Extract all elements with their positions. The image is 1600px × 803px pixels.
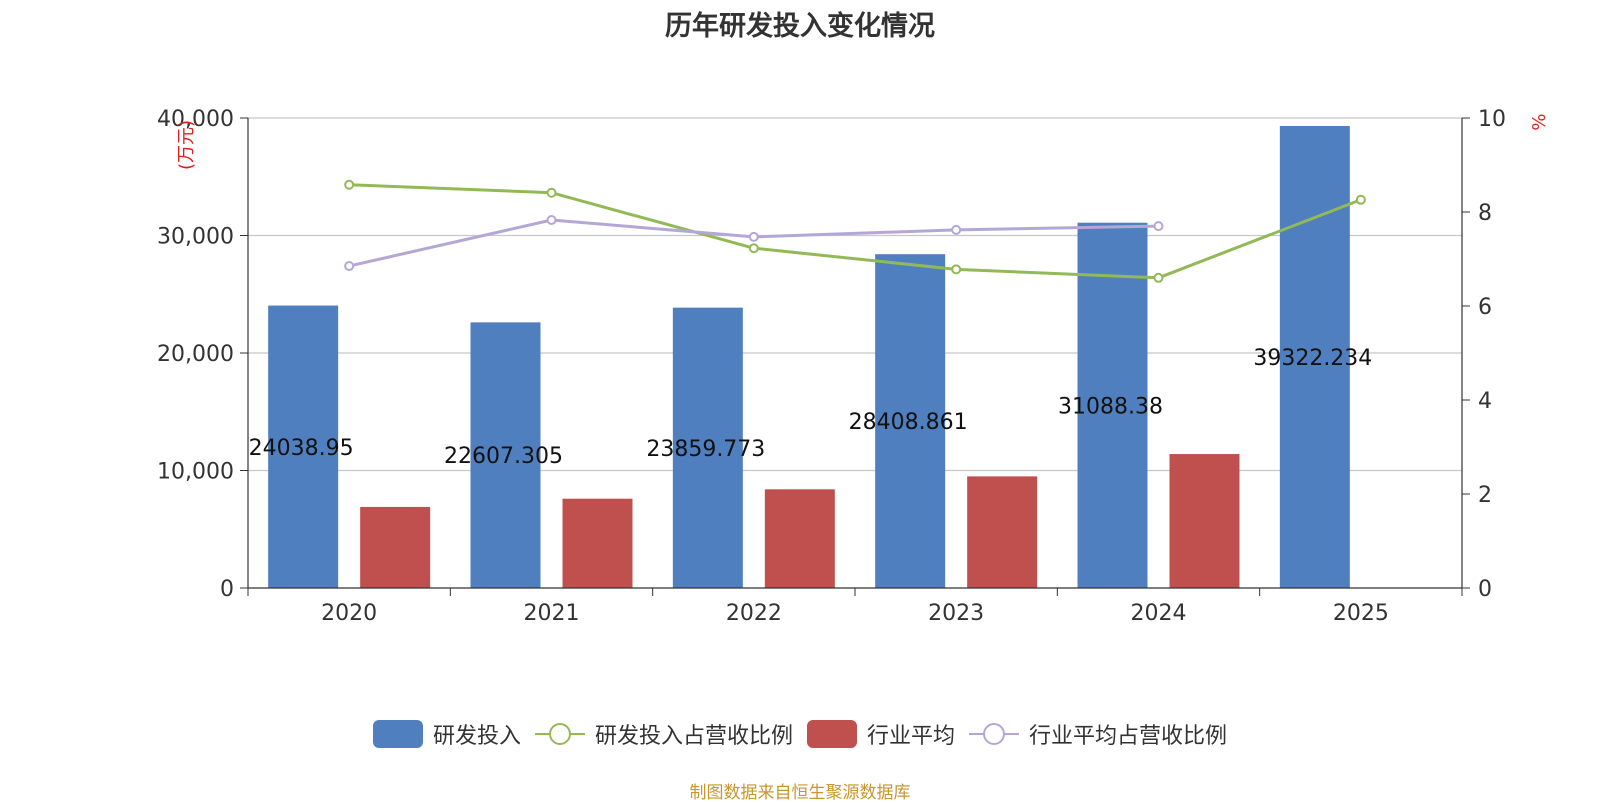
legend: 研发投入 研发投入占营收比例 行业平均 行业平均占营收比例	[0, 718, 1600, 750]
legend-item-rd-ratio[interactable]: 研发投入占营收比例	[534, 718, 793, 750]
series-lines	[344, 179, 1366, 283]
point-rd-ratio	[748, 243, 759, 254]
point-rd-ratio	[1153, 272, 1164, 283]
bar-value-label: 31088.38	[1058, 394, 1163, 419]
x-axis-label: 2022	[726, 601, 782, 626]
legend-item-industry-ratio[interactable]: 行业平均占营收比例	[969, 718, 1227, 750]
point-industry-ratio	[1153, 221, 1164, 232]
bar-value-label: 23859.773	[646, 437, 765, 462]
x-axis-label: 2025	[1333, 601, 1389, 626]
x-axis-label: 2024	[1131, 601, 1187, 626]
right-axis-tick-label: 10	[1478, 107, 1506, 132]
bar-rd-investment	[1279, 125, 1350, 589]
right-axis-unit: %	[1529, 113, 1550, 130]
bar-value-label: 39322.234	[1253, 346, 1372, 371]
axes: 0 10,000 20,000 30,000 40,000 0 2 4 6 8 10 (万元) % 202…	[157, 107, 1550, 626]
left-axis-tick-label: 20,000	[157, 342, 234, 367]
right-axis-tick-label: 2	[1478, 483, 1492, 508]
left-axis-tick-label: 10,000	[157, 460, 234, 485]
bar-rd-investment	[1077, 222, 1148, 588]
left-axis-tick-label: 40,000	[157, 107, 234, 132]
legend-label-industry-ratio: 行业平均占营收比例	[1029, 724, 1228, 749]
bar-rd-investment	[470, 322, 541, 588]
legend-item-industry-avg[interactable]: 行业平均	[807, 718, 955, 750]
bar-rd-investment	[672, 307, 743, 588]
bar-value-label: 24038.95	[249, 436, 354, 461]
left-axis-tick-label: 30,000	[157, 225, 234, 250]
right-axis-tick-label: 0	[1478, 577, 1492, 602]
left-axis-tick-label: 0	[220, 577, 234, 602]
legend-label-rd-ratio: 研发投入占营收比例	[594, 724, 793, 749]
bar-value-label: 22607.305	[444, 444, 563, 469]
right-axis-tick-label: 8	[1478, 201, 1492, 226]
right-axis-tick-label: 4	[1478, 389, 1492, 414]
legend-swatch-rd-ratio	[534, 723, 585, 745]
point-rd-ratio	[546, 187, 557, 198]
source-footer: 制图数据来自恒生聚源数据库	[689, 783, 911, 803]
legend-label-rd-investment: 研发投入	[432, 724, 521, 749]
point-rd-ratio	[344, 179, 355, 190]
point-industry-ratio	[344, 261, 355, 272]
legend-swatch-industry-ratio	[969, 723, 1020, 745]
bar-industry-average	[562, 498, 633, 588]
point-industry-ratio	[546, 214, 557, 225]
legend-item-rd-investment[interactable]: 研发投入	[372, 718, 521, 750]
right-axis-tick-label: 6	[1478, 295, 1492, 320]
bar-value-label: 28408.861	[849, 410, 968, 435]
left-axis-unit: (万元)	[176, 120, 197, 170]
x-axis-label: 2021	[524, 601, 580, 626]
bar-industry-average	[967, 476, 1038, 588]
bar-rd-investment	[875, 254, 946, 589]
x-axis-label: 2020	[321, 601, 377, 626]
bar-industry-average	[360, 506, 431, 588]
legend-swatch-industry-avg	[807, 720, 857, 748]
x-axis-label: 2023	[928, 601, 984, 626]
chart-title: 历年研发投入变化情况	[665, 11, 935, 42]
bars	[268, 125, 1350, 589]
line-industry-ratio	[348, 218, 1159, 268]
legend-label-industry-avg: 行业平均	[867, 724, 956, 749]
point-industry-ratio	[748, 231, 759, 242]
bar-industry-average	[1169, 454, 1240, 588]
line-rd-ratio	[349, 183, 1362, 280]
grid-lines	[248, 117, 1462, 472]
point-rd-ratio	[951, 264, 962, 275]
legend-swatch-rd-investment	[372, 720, 423, 748]
bar-rd-investment	[268, 305, 339, 588]
bar-industry-average	[764, 489, 835, 588]
point-rd-ratio	[1355, 194, 1366, 205]
data-labels: 24038.95 22607.305 23859.773 28408.861 31088…	[249, 346, 1373, 469]
point-industry-ratio	[951, 224, 962, 235]
